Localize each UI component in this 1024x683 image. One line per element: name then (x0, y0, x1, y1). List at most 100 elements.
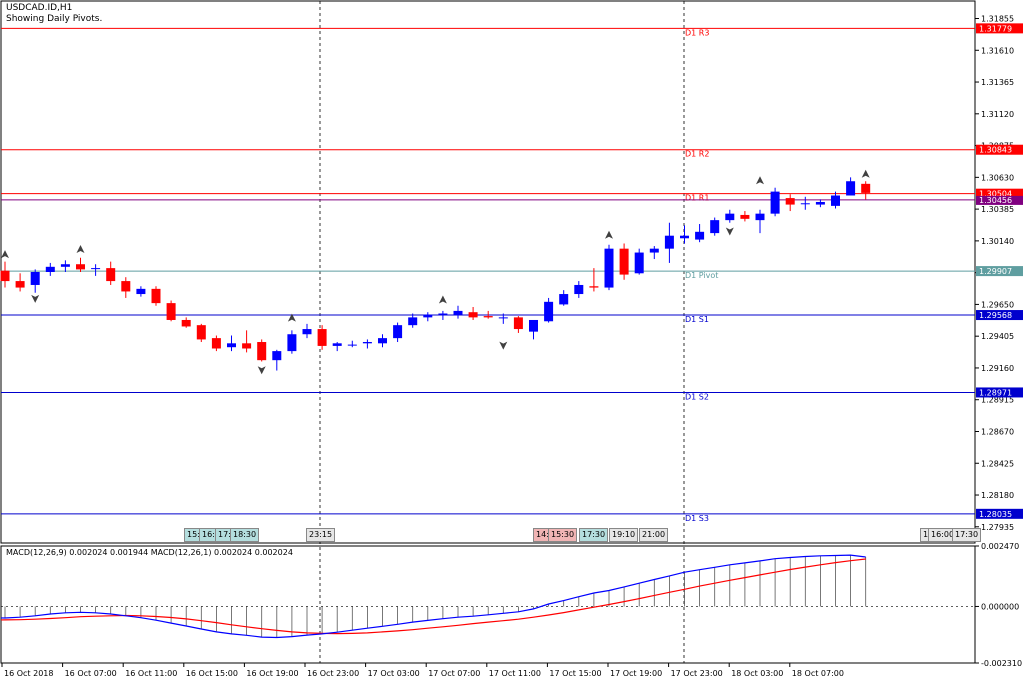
bull-candle (272, 351, 282, 361)
bear-candle (483, 316, 493, 318)
bear-candle (106, 268, 116, 282)
price-tick-label: 1.28670 (981, 427, 1014, 436)
price-tick-label: 1.29160 (981, 364, 1014, 373)
bull-candle (438, 313, 448, 315)
fractal-down-arrow (31, 294, 40, 303)
pivot-name-label: D1 S2 (685, 392, 709, 401)
pivot-name-label: D1 R1 (685, 194, 709, 203)
bull-candle (634, 252, 644, 274)
pivot-name-label: D1 R2 (685, 150, 709, 159)
event-tag: 21:00 (639, 528, 669, 542)
bear-candle (513, 317, 523, 330)
fractal-down-arrow (499, 341, 508, 350)
bull-candle (453, 310, 463, 315)
event-tag: 19:10 (609, 528, 639, 542)
bull-candle (680, 235, 689, 239)
pivot-name-label: D1 S3 (685, 514, 709, 523)
price-tick-label: 1.30630 (981, 173, 1014, 182)
price-tick-label: 1.30140 (981, 237, 1014, 246)
bull-candle (529, 319, 538, 332)
pivot-subtitle: Showing Daily Pivots. (6, 14, 103, 24)
bear-candle (151, 288, 161, 304)
macd-histogram (4, 555, 867, 638)
price-labels: 1.31779 1.30843 1.30504 1.29907 1.29568 1.289… (976, 23, 1023, 519)
bull-candle (136, 288, 146, 295)
pivot-value-text: 1.31779 (979, 24, 1012, 33)
macd-signal-line (0, 554, 866, 639)
time-tick-label: 16 Oct 07:00 (65, 669, 117, 678)
time-tick-label: 16 Oct 23:00 (307, 669, 359, 678)
bull-candle (755, 213, 765, 221)
event-tag: 23:15 (306, 528, 336, 542)
bull-candle (347, 344, 357, 346)
bear-candle (15, 281, 25, 288)
price-tick-label: 1.31855 (981, 15, 1014, 24)
pivot-value-tag (976, 310, 1023, 321)
bull-candle (91, 268, 101, 270)
pivot-value-tag (976, 387, 1023, 398)
event-tag: 17:30 (952, 528, 982, 542)
bull-candle (770, 191, 780, 214)
bull-candle (815, 201, 825, 205)
bull-candle (393, 325, 403, 339)
bear-candle (196, 325, 206, 340)
pivot-value-text: 1.29907 (979, 267, 1012, 276)
macd-tick-label: -0.002310 (981, 659, 1022, 668)
time-tick-label: 16 Oct 11:00 (125, 669, 177, 678)
bull-candle (574, 284, 584, 295)
pivot-value-tag (976, 23, 1023, 34)
fractal-up-arrow (438, 295, 447, 304)
bull-candle (498, 317, 508, 319)
time-tick-label: 17 Oct 03:00 (368, 669, 420, 678)
pivot-value-text: 1.30504 (979, 190, 1012, 199)
time-tick-label: 17 Oct 19:00 (610, 669, 662, 678)
bull-candle (831, 195, 840, 206)
time-tick-label: 16 Oct 19:00 (246, 669, 298, 678)
bear-candle (121, 281, 131, 292)
time-tick-label: 16 Oct 2018 (4, 669, 53, 678)
bear-candle (861, 183, 871, 193)
bull-candle (725, 213, 735, 221)
fractal-up-arrow (756, 176, 764, 185)
price-tick-label: 1.29405 (981, 332, 1014, 341)
price-tick-label: 1.27935 (981, 523, 1014, 532)
candlestick-series (0, 177, 871, 371)
time-tick-label: 18 Oct 07:00 (792, 669, 844, 678)
fractal-down-arrow (725, 227, 734, 236)
time-tick-label: 17 Oct 15:00 (549, 669, 601, 678)
bear-candle (589, 286, 599, 288)
fractal-down-arrow (257, 366, 266, 375)
bull-candle (710, 220, 720, 234)
fractal-up-arrow (76, 244, 85, 253)
bull-candle (423, 314, 433, 318)
pivot-value-tag (976, 144, 1023, 155)
bull-candle (408, 317, 418, 326)
event-tag: 18:30 (230, 528, 260, 542)
event-tag: 17: (215, 528, 234, 542)
time-axis: 16 Oct 2018 16 Oct 07:00 16 Oct 11:00 16 Oc… (1, 663, 844, 678)
fractal-up-arrow (861, 169, 870, 178)
macd-lines (0, 554, 975, 639)
bear-candle (619, 248, 629, 275)
price-tick-label: 1.31610 (981, 46, 1014, 55)
price-tick-label: 1.28915 (981, 396, 1014, 405)
bull-candle (846, 181, 856, 196)
event-tag: 17:30 (579, 528, 609, 542)
macd-tick-label: 0.002470 (981, 542, 1019, 551)
fractal-up-arrow (1, 250, 9, 259)
time-tick-label: 16 Oct 15:00 (186, 669, 238, 678)
price-panel-border (0, 0, 976, 544)
bear-candle (317, 329, 327, 346)
price-tick-label: 1.29650 (981, 300, 1014, 309)
bull-candle (287, 334, 297, 352)
bear-candle (257, 342, 267, 361)
bull-candle (227, 343, 236, 348)
time-tick-label: 17 Oct 23:00 (671, 669, 723, 678)
pivot-value-tag (976, 266, 1023, 277)
macd-main-line (0, 558, 866, 635)
pivot-name-label: D1 S1 (685, 315, 709, 324)
pivot-name-label: D1 Pivot (685, 271, 718, 280)
bull-candle (378, 338, 387, 344)
bull-candle (362, 342, 372, 344)
